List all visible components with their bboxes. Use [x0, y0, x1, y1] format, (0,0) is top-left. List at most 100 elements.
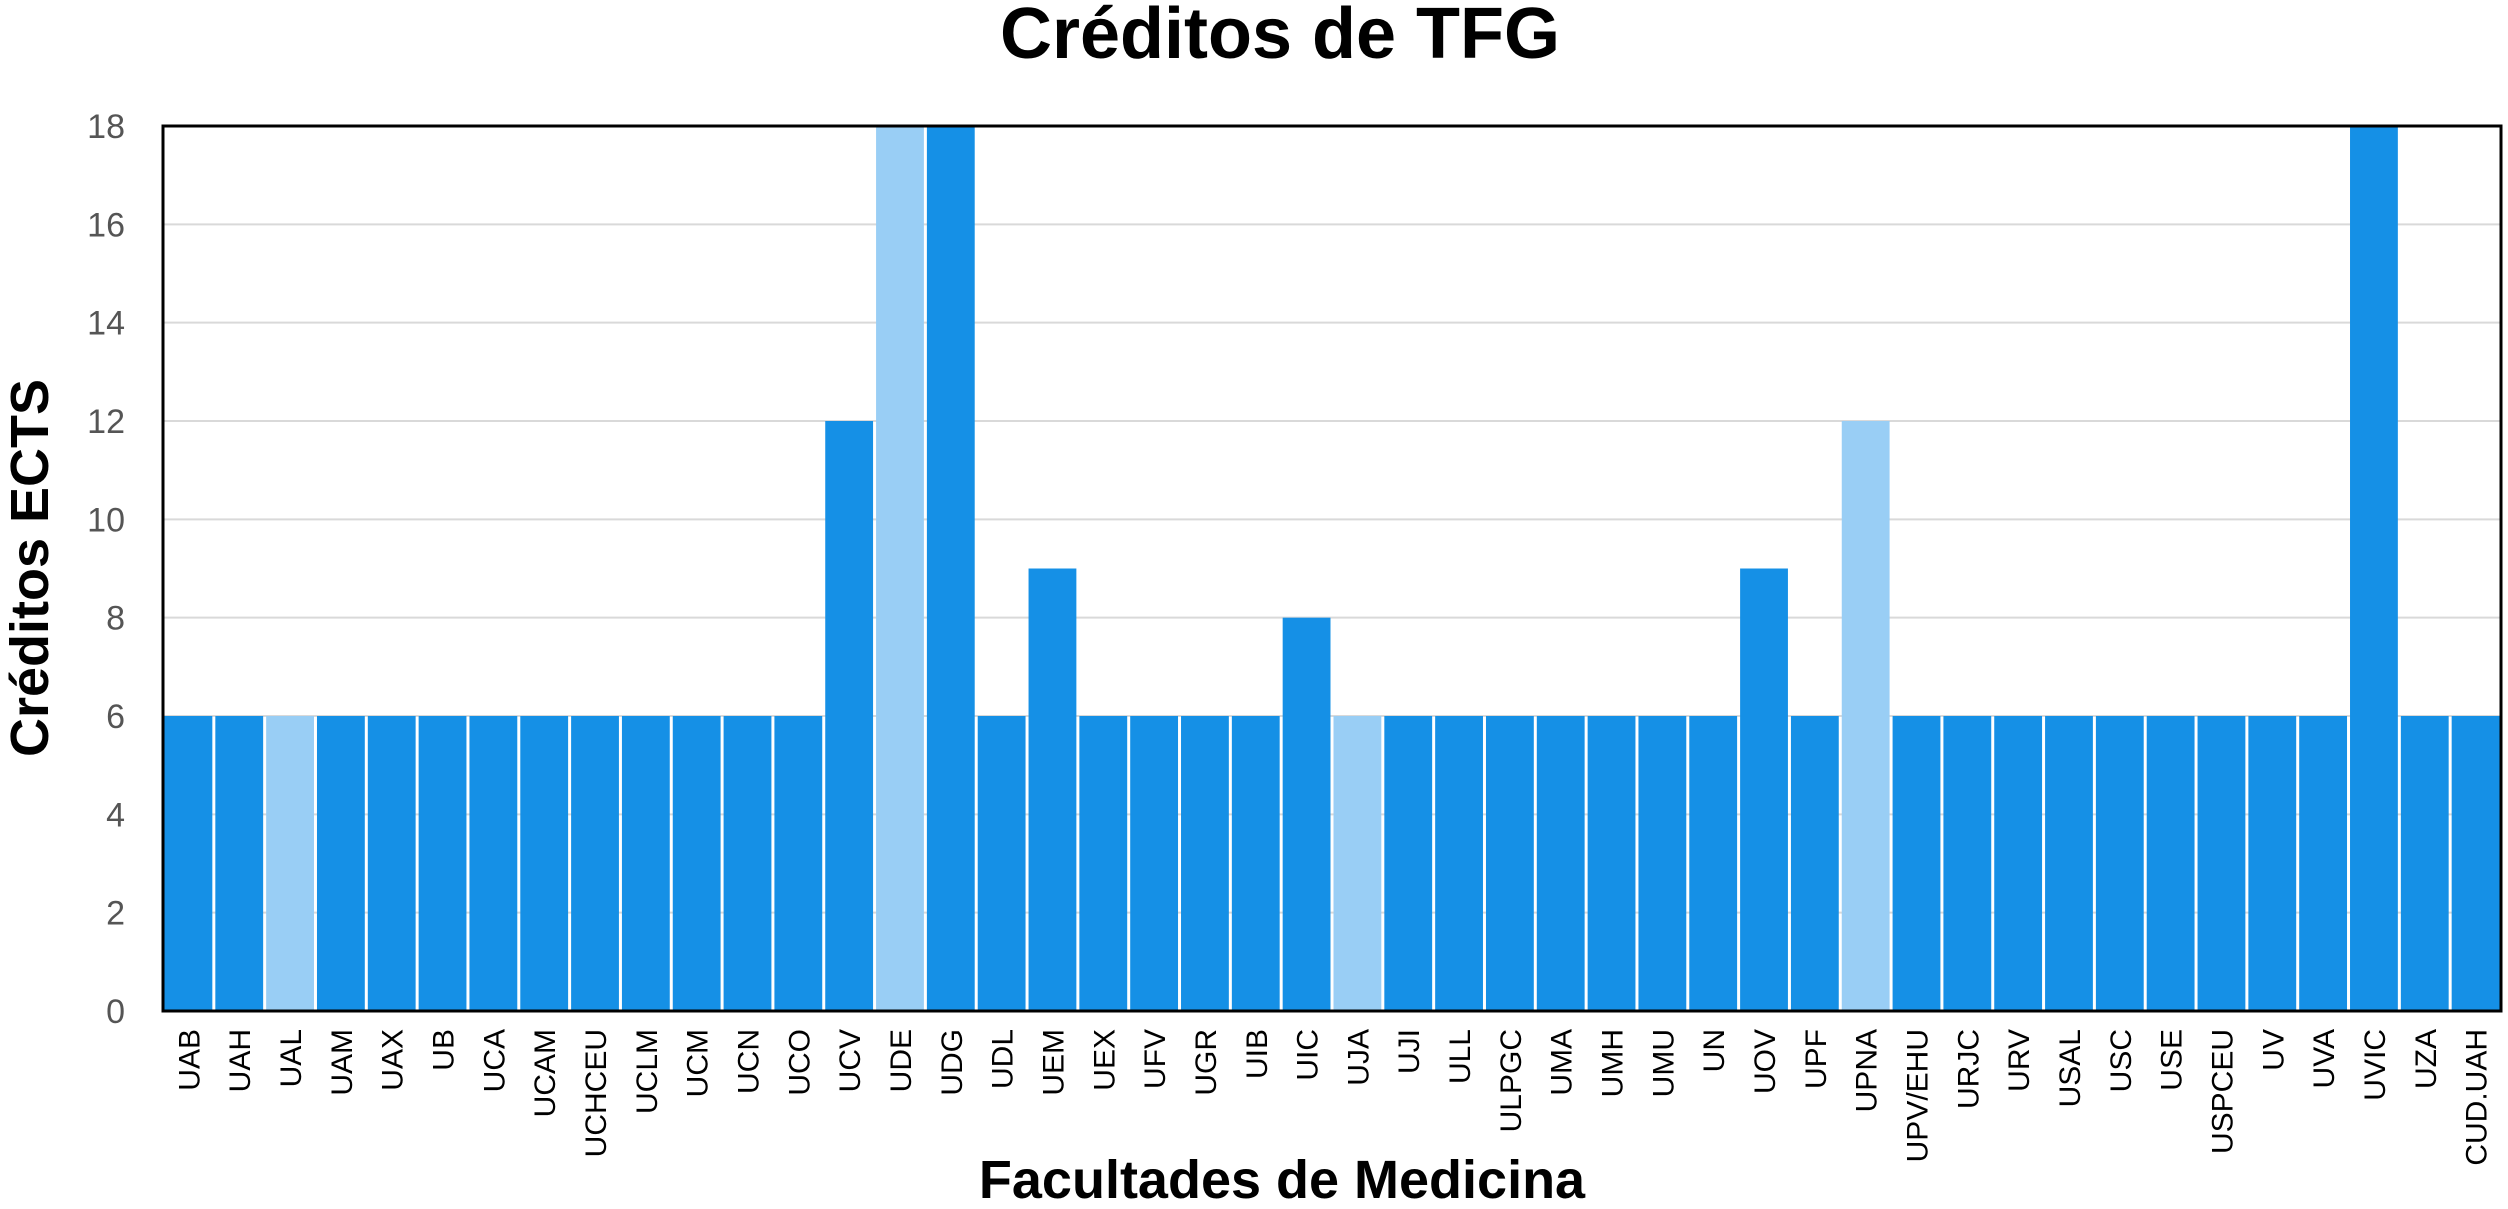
bar-ucam: [520, 716, 569, 1011]
bar-uib: [1231, 716, 1280, 1011]
bar-uchceu: [571, 716, 619, 1011]
y-tick-label: 6: [106, 698, 125, 736]
x-tick-label: UEX: [1088, 1029, 1121, 1091]
x-tick-label: UZA: [2410, 1029, 2443, 1089]
x-tick-label: UB: [428, 1029, 461, 1071]
bar-uza: [2400, 716, 2449, 1011]
bar-uclm: [621, 716, 670, 1011]
bar-ucv: [825, 421, 874, 1011]
y-tick-label: 18: [87, 108, 125, 146]
bar-uco: [774, 716, 823, 1011]
x-tick-label: URV: [2003, 1029, 2036, 1092]
y-tick-label: 8: [106, 600, 125, 638]
bar-upna: [1841, 421, 1890, 1011]
x-tick-label: UDL: [987, 1029, 1020, 1089]
x-tick-label: UMA: [1546, 1029, 1579, 1096]
y-axis-title: Créditos ECTS: [0, 379, 60, 757]
x-axis-ticks: UAB UAH UAL UAM UAX UB UCA UCAM UCHCEU UCLM UCM UCN…: [173, 1029, 2493, 1166]
x-tick-label: ULL: [1444, 1029, 1477, 1084]
bar-uvic: [2350, 126, 2398, 1011]
plot-frame: [161, 124, 2503, 1013]
bar-uex: [1079, 716, 1128, 1011]
bar-ub: [418, 716, 467, 1011]
bar-udl: [977, 716, 1026, 1011]
y-tick-label: 10: [87, 501, 125, 539]
bar-uax: [367, 716, 416, 1011]
x-tick-label: USPCEU: [2206, 1029, 2239, 1154]
x-tick-label: UCLM: [631, 1029, 664, 1114]
y-axis-ticks: 0 2 4 6 8 10 12 14 16 18: [87, 108, 125, 1031]
bar-upf: [1790, 716, 1839, 1011]
x-tick-label: UIB: [1241, 1029, 1274, 1079]
chart-title: Créditos de TFG: [1000, 0, 1560, 74]
x-tick-label: UOV: [1749, 1029, 1782, 1094]
x-tick-label: UN: [1698, 1029, 1731, 1072]
bar-uca: [469, 716, 518, 1011]
bar-uab: [164, 716, 213, 1011]
bar-usal: [2045, 716, 2093, 1011]
bar-ull: [1435, 716, 1483, 1011]
y-tick-label: 0: [106, 993, 125, 1031]
bar-uja: [1333, 716, 1382, 1011]
x-tick-label: UJI: [1393, 1029, 1426, 1074]
bar-usc: [2095, 716, 2144, 1011]
bar-cud-uah: [2451, 716, 2500, 1011]
bar-uah: [215, 716, 264, 1011]
x-tick-label: UV: [2257, 1029, 2290, 1071]
x-tick-label: URJC: [1952, 1029, 1985, 1109]
x-tick-label: UFV: [1139, 1029, 1172, 1089]
bar-uv: [2248, 716, 2297, 1011]
bar-umh: [1587, 716, 1636, 1011]
bar-umu: [1638, 716, 1687, 1011]
y-tick-label: 16: [87, 206, 125, 244]
x-tick-label: UCM: [682, 1029, 715, 1097]
bar-ucn: [723, 716, 772, 1011]
y-tick-label: 2: [106, 895, 125, 933]
bar-ufv: [1130, 716, 1179, 1011]
x-tick-label: UAB: [173, 1029, 206, 1091]
x-tick-label: USAL: [2054, 1029, 2087, 1107]
bar-uov: [1740, 568, 1788, 1011]
bar-uma: [1536, 716, 1585, 1011]
y-tick-label: 4: [106, 796, 125, 834]
x-tick-label: UCV: [834, 1029, 867, 1092]
bar-use: [2146, 716, 2195, 1011]
bar-uva: [2299, 716, 2348, 1011]
x-tick-label: UPV/EHU: [1902, 1029, 1935, 1162]
bar-ual: [266, 716, 314, 1011]
x-tick-label: UAL: [275, 1029, 308, 1087]
x-tick-label: USE: [2156, 1029, 2189, 1091]
bar-uspceu: [2197, 716, 2246, 1011]
x-tick-label: UPF: [1800, 1029, 1833, 1089]
x-tick-label: UDG: [936, 1029, 969, 1096]
x-tick-label: UCAM: [529, 1029, 562, 1117]
bars: [164, 126, 2500, 1011]
x-tick-label: UVIC: [2359, 1029, 2392, 1101]
x-tick-label: UCO: [783, 1029, 816, 1096]
bar-urjc: [1943, 716, 1992, 1011]
x-tick-label: UMU: [1647, 1029, 1680, 1097]
x-tick-label: UJA: [1342, 1029, 1375, 1086]
bar-uic: [1282, 617, 1331, 1011]
x-tick-label: ULPGC: [1495, 1029, 1528, 1132]
x-tick-label: UMH: [1597, 1029, 1630, 1097]
x-tick-label: UPNA: [1851, 1029, 1884, 1112]
x-tick-label: UVA: [2308, 1029, 2341, 1088]
x-tick-label: UEM: [1037, 1029, 1070, 1096]
bar-udg: [926, 126, 975, 1011]
bar-un: [1689, 716, 1738, 1011]
x-tick-label: UIC: [1292, 1029, 1325, 1081]
bar-uem: [1028, 568, 1077, 1011]
x-tick-label: UAH: [224, 1029, 257, 1092]
bar-upv-ehu: [1892, 716, 1941, 1011]
x-tick-label: UDE: [885, 1029, 918, 1092]
x-tick-label: UCHCEU: [580, 1029, 613, 1157]
bar-uji: [1384, 716, 1433, 1011]
bar-ugr: [1181, 716, 1229, 1011]
bar-urv: [1994, 716, 2043, 1011]
x-tick-label: UAX: [377, 1029, 410, 1091]
bar-uam: [316, 716, 365, 1011]
bar-ulpgc: [1485, 716, 1534, 1011]
